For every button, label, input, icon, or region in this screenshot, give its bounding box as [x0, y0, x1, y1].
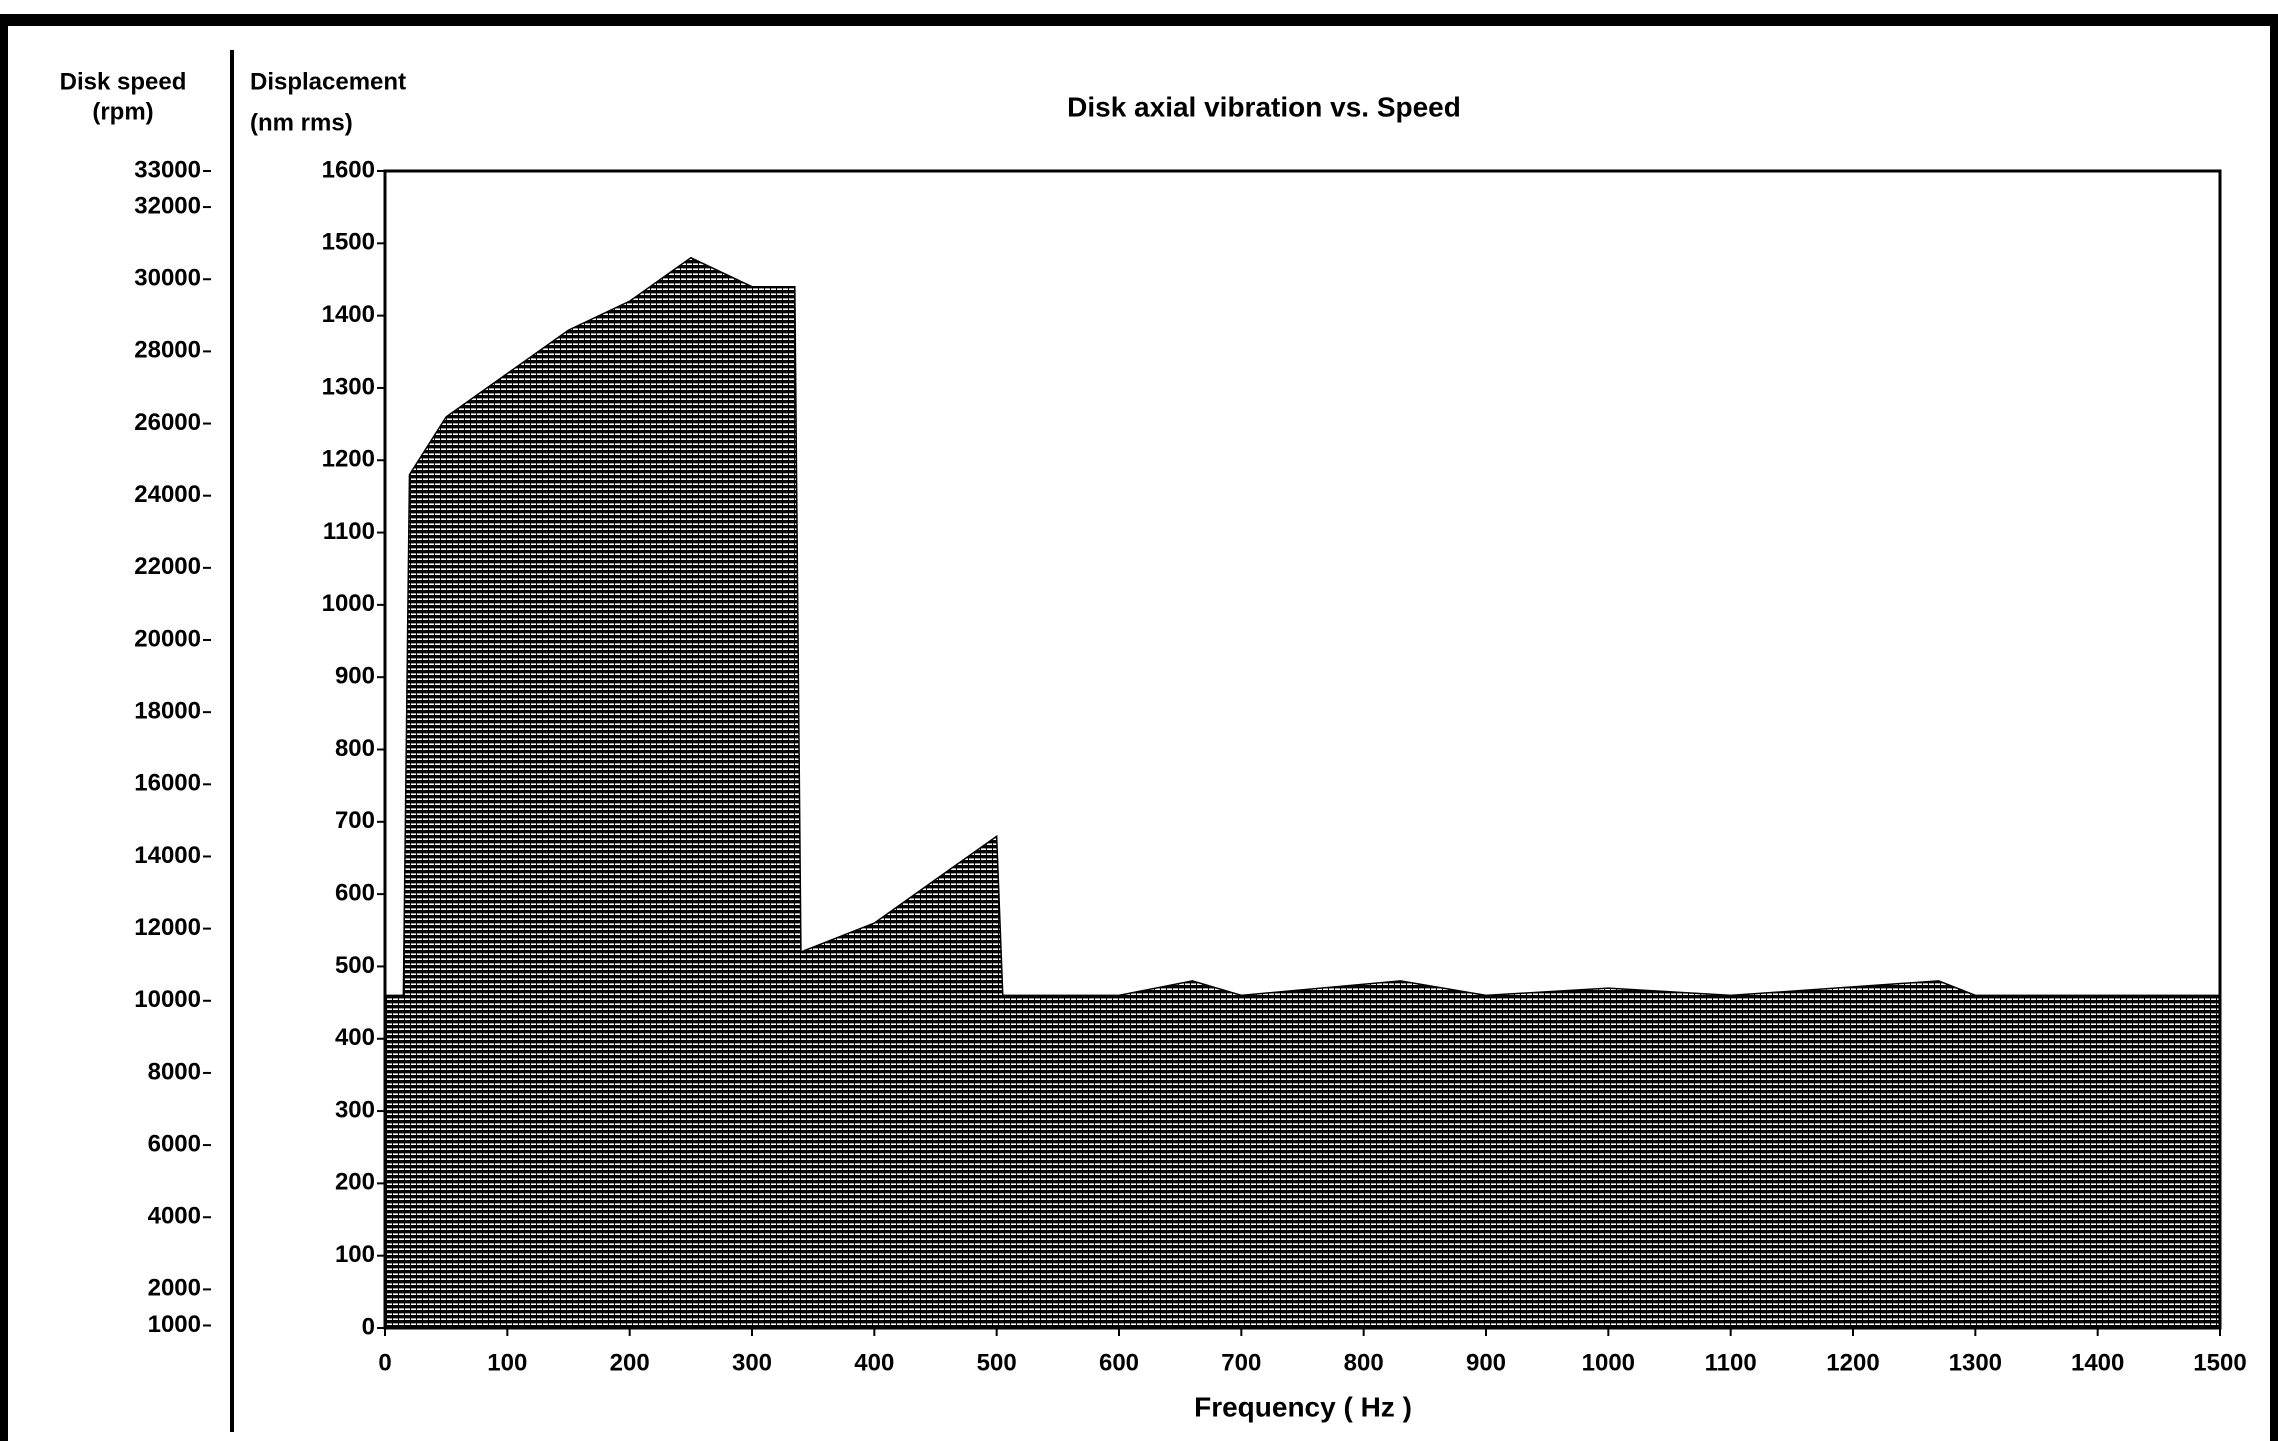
y-tick-label: 400: [335, 1024, 375, 1051]
y2-tick-label: 12000: [134, 914, 201, 941]
y2-tick-label: 33000: [134, 156, 201, 183]
y2-tick-label: 30000: [134, 265, 201, 292]
y-tick-label: 900: [335, 663, 375, 690]
x-tick-label: 1300: [1949, 1349, 2002, 1376]
x-tick-label: 900: [1466, 1349, 1506, 1376]
x-tick-label: 0: [378, 1349, 391, 1376]
x-tick-label: 200: [610, 1349, 650, 1376]
x-tick-label: 700: [1221, 1349, 1261, 1376]
y-tick-label: 600: [335, 879, 375, 906]
y-tick-label: 1200: [322, 446, 375, 473]
y2-tick-label: 1000: [148, 1311, 201, 1338]
x-tick-label: 1200: [1826, 1349, 1879, 1376]
y-tick-label: 800: [335, 735, 375, 762]
y2-label: Disk speed: [60, 68, 187, 95]
y-tick-label: 500: [335, 952, 375, 979]
y-tick-label: 300: [335, 1096, 375, 1123]
y2-tick-label: 4000: [148, 1203, 201, 1230]
x-tick-label: 1100: [1705, 1349, 1757, 1376]
separator: [230, 50, 234, 1432]
x-tick-label: 1500: [2193, 1349, 2246, 1376]
y2-tick-label: 16000: [134, 770, 201, 797]
y2-tick-label: 14000: [134, 842, 201, 869]
y-tick-label: 1500: [322, 229, 375, 256]
x-tick-label: 600: [1099, 1349, 1139, 1376]
y-tick-label: 1000: [322, 590, 375, 617]
frame-left: [0, 14, 8, 1441]
x-tick-label: 400: [854, 1349, 894, 1376]
y2-tick-label: 8000: [148, 1058, 201, 1085]
y2-tick-label: 26000: [134, 409, 201, 436]
y-unit: (nm rms): [250, 109, 353, 136]
y-label: Displacement: [250, 68, 406, 95]
x-tick-label: 800: [1344, 1349, 1384, 1376]
y-tick-label: 1600: [322, 156, 375, 183]
y2-tick-label: 32000: [134, 192, 201, 219]
y2-tick-label: 2000: [148, 1275, 201, 1302]
y2-tick-label: 22000: [134, 553, 201, 580]
y-tick-label: 100: [335, 1241, 375, 1268]
y-tick-label: 1100: [323, 518, 375, 545]
y-tick-label: 1400: [322, 301, 375, 328]
y2-tick-label: 20000: [134, 625, 201, 652]
x-tick-label: 1000: [1582, 1349, 1635, 1376]
chart-title: Disk axial vibration vs. Speed: [1067, 91, 1461, 122]
x-tick-label: 300: [732, 1349, 772, 1376]
y-tick-label: 1300: [322, 373, 375, 400]
y2-tick-label: 24000: [134, 481, 201, 508]
x-tick-label: 500: [977, 1349, 1017, 1376]
y2-tick-label: 10000: [134, 986, 201, 1013]
y-tick-label: 0: [362, 1313, 375, 1340]
y-tick-label: 200: [335, 1169, 375, 1196]
waterfall-area: [384, 256, 2221, 1329]
y2-tick-label: 6000: [148, 1130, 201, 1157]
y-tick-label: 700: [335, 807, 375, 834]
y2-tick-label: 18000: [134, 698, 201, 725]
y2-tick-label: 28000: [134, 337, 201, 364]
frame-right: [2270, 14, 2278, 1441]
x-tick-label: 1400: [2071, 1349, 2124, 1376]
frame-top: [0, 14, 2278, 26]
x-label: Frequency ( Hz ): [1194, 1391, 1412, 1422]
x-tick-label: 100: [487, 1349, 527, 1376]
y2-unit: (rpm): [92, 98, 153, 125]
